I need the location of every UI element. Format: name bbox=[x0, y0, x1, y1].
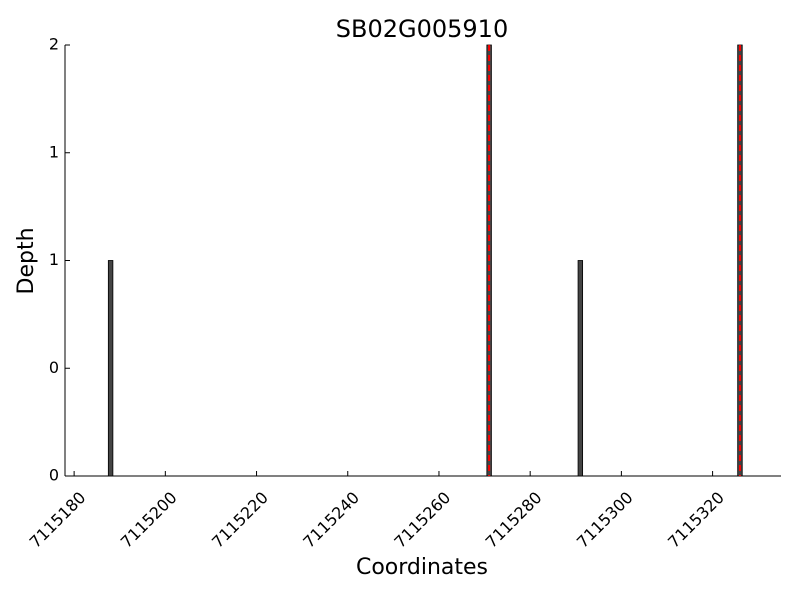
x-tick-label: 7115240 bbox=[299, 488, 363, 552]
x-tick-label: 7115320 bbox=[664, 488, 728, 552]
x-axis-label: Coordinates bbox=[356, 555, 488, 580]
y-tick-label: 0 bbox=[49, 466, 59, 485]
bar bbox=[107, 260, 114, 477]
x-tick-label: 7115200 bbox=[117, 488, 181, 552]
x-tick-label: 7115280 bbox=[482, 488, 546, 552]
x-tick-label: 7115180 bbox=[26, 488, 90, 552]
y-tick-label: 2 bbox=[49, 35, 59, 54]
chart-title: SB02G005910 bbox=[336, 15, 508, 43]
x-tick-label: 7115220 bbox=[208, 488, 272, 552]
y-tick-label: 1 bbox=[49, 250, 59, 269]
y-tick-label: 0 bbox=[49, 358, 59, 377]
y-axis-label: Depth bbox=[14, 227, 39, 294]
x-tick-label: 7115300 bbox=[573, 488, 637, 552]
bar bbox=[577, 260, 584, 477]
x-tick-label: 7115260 bbox=[390, 488, 454, 552]
y-tick-label: 1 bbox=[49, 142, 59, 161]
